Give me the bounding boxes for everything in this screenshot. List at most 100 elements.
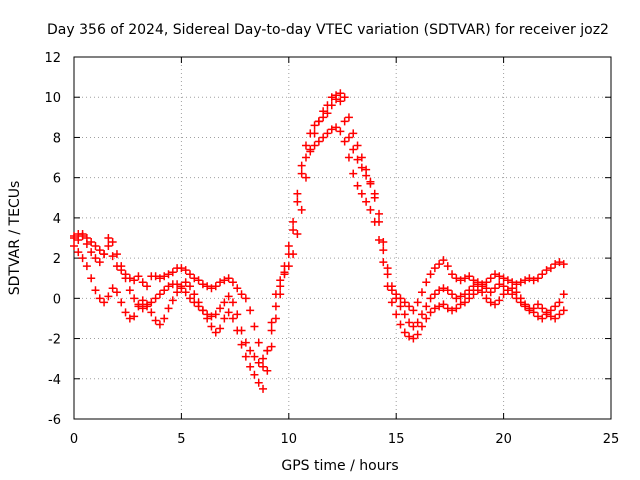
data-point (164, 304, 173, 313)
data-point (370, 193, 379, 202)
data-point (301, 153, 310, 162)
data-point (181, 278, 190, 287)
data-point (112, 250, 121, 259)
data-point (503, 276, 512, 285)
data-point (228, 278, 237, 287)
data-point (525, 274, 534, 283)
data-point (280, 270, 289, 279)
data-point (332, 123, 341, 132)
data-point (108, 238, 117, 247)
data-point (254, 338, 263, 347)
data-point (448, 270, 457, 279)
data-point (353, 155, 362, 164)
data-point (409, 322, 418, 331)
data-point (194, 276, 203, 285)
data-point (375, 236, 384, 245)
data-point (439, 300, 448, 309)
data-point (147, 298, 156, 307)
data-point (301, 141, 310, 150)
data-point (237, 326, 246, 335)
data-point (267, 342, 276, 351)
data-point (435, 302, 444, 311)
data-point (78, 229, 87, 238)
data-point (319, 133, 328, 142)
data-point (211, 310, 220, 319)
data-point (340, 93, 349, 102)
data-point (336, 89, 345, 98)
data-point (332, 95, 341, 104)
data-point (400, 310, 409, 319)
data-point (443, 286, 452, 295)
data-point (301, 173, 310, 182)
data-point (491, 270, 500, 279)
data-point (392, 310, 401, 319)
data-point (267, 318, 276, 327)
data-point (344, 153, 353, 162)
data-point (426, 270, 435, 279)
data-point (559, 290, 568, 299)
data-point (525, 306, 534, 315)
x-tick-label: 5 (177, 432, 185, 447)
data-point (409, 306, 418, 315)
data-point (551, 260, 560, 269)
data-point (542, 266, 551, 275)
data-point (224, 292, 233, 301)
data-point (263, 346, 272, 355)
data-point (417, 322, 426, 331)
data-point (473, 286, 482, 295)
data-point (289, 225, 298, 234)
data-point (104, 234, 113, 242)
data-point (426, 294, 435, 303)
data-point (478, 280, 487, 289)
data-point (542, 308, 551, 317)
y-tick-label: 10 (44, 91, 61, 106)
data-point (336, 127, 345, 136)
data-point (512, 294, 521, 303)
data-point (168, 296, 177, 305)
data-point (533, 300, 542, 309)
data-point (276, 282, 285, 291)
data-point (104, 242, 113, 251)
data-point (417, 288, 426, 297)
data-point (443, 262, 452, 271)
data-point (482, 294, 491, 303)
series-track-1 (70, 91, 568, 363)
data-point (327, 101, 336, 110)
data-point (310, 141, 319, 150)
data-point (448, 306, 457, 315)
data-point (486, 298, 495, 307)
data-point (284, 242, 293, 251)
data-point (220, 276, 229, 285)
data-point (512, 280, 521, 289)
x-axis-label: GPS time / hours (281, 458, 398, 474)
data-point (241, 352, 250, 361)
data-point (409, 334, 418, 343)
data-point (250, 352, 259, 361)
chart-title: Day 356 of 2024, Sidereal Day-to-day VTE… (47, 22, 609, 38)
data-point (207, 322, 216, 331)
data-point (74, 248, 83, 257)
data-point (387, 298, 396, 307)
data-point (452, 304, 461, 313)
data-point (228, 298, 237, 307)
data-point (155, 290, 164, 299)
data-point (216, 278, 225, 287)
data-point (478, 288, 487, 297)
data-point (216, 324, 225, 333)
data-point (220, 298, 229, 307)
data-point (173, 288, 182, 297)
x-tick-label: 10 (281, 432, 298, 447)
data-point (499, 274, 508, 283)
data-point (125, 286, 134, 295)
data-point (379, 258, 388, 267)
data-point (323, 129, 332, 138)
data-point (353, 141, 362, 150)
data-point (516, 298, 525, 307)
data-point (379, 238, 388, 247)
data-point (349, 169, 358, 178)
data-point (130, 312, 139, 321)
data-point (521, 276, 530, 285)
data-point (353, 181, 362, 190)
data-point (259, 354, 268, 363)
data-point (130, 276, 139, 285)
